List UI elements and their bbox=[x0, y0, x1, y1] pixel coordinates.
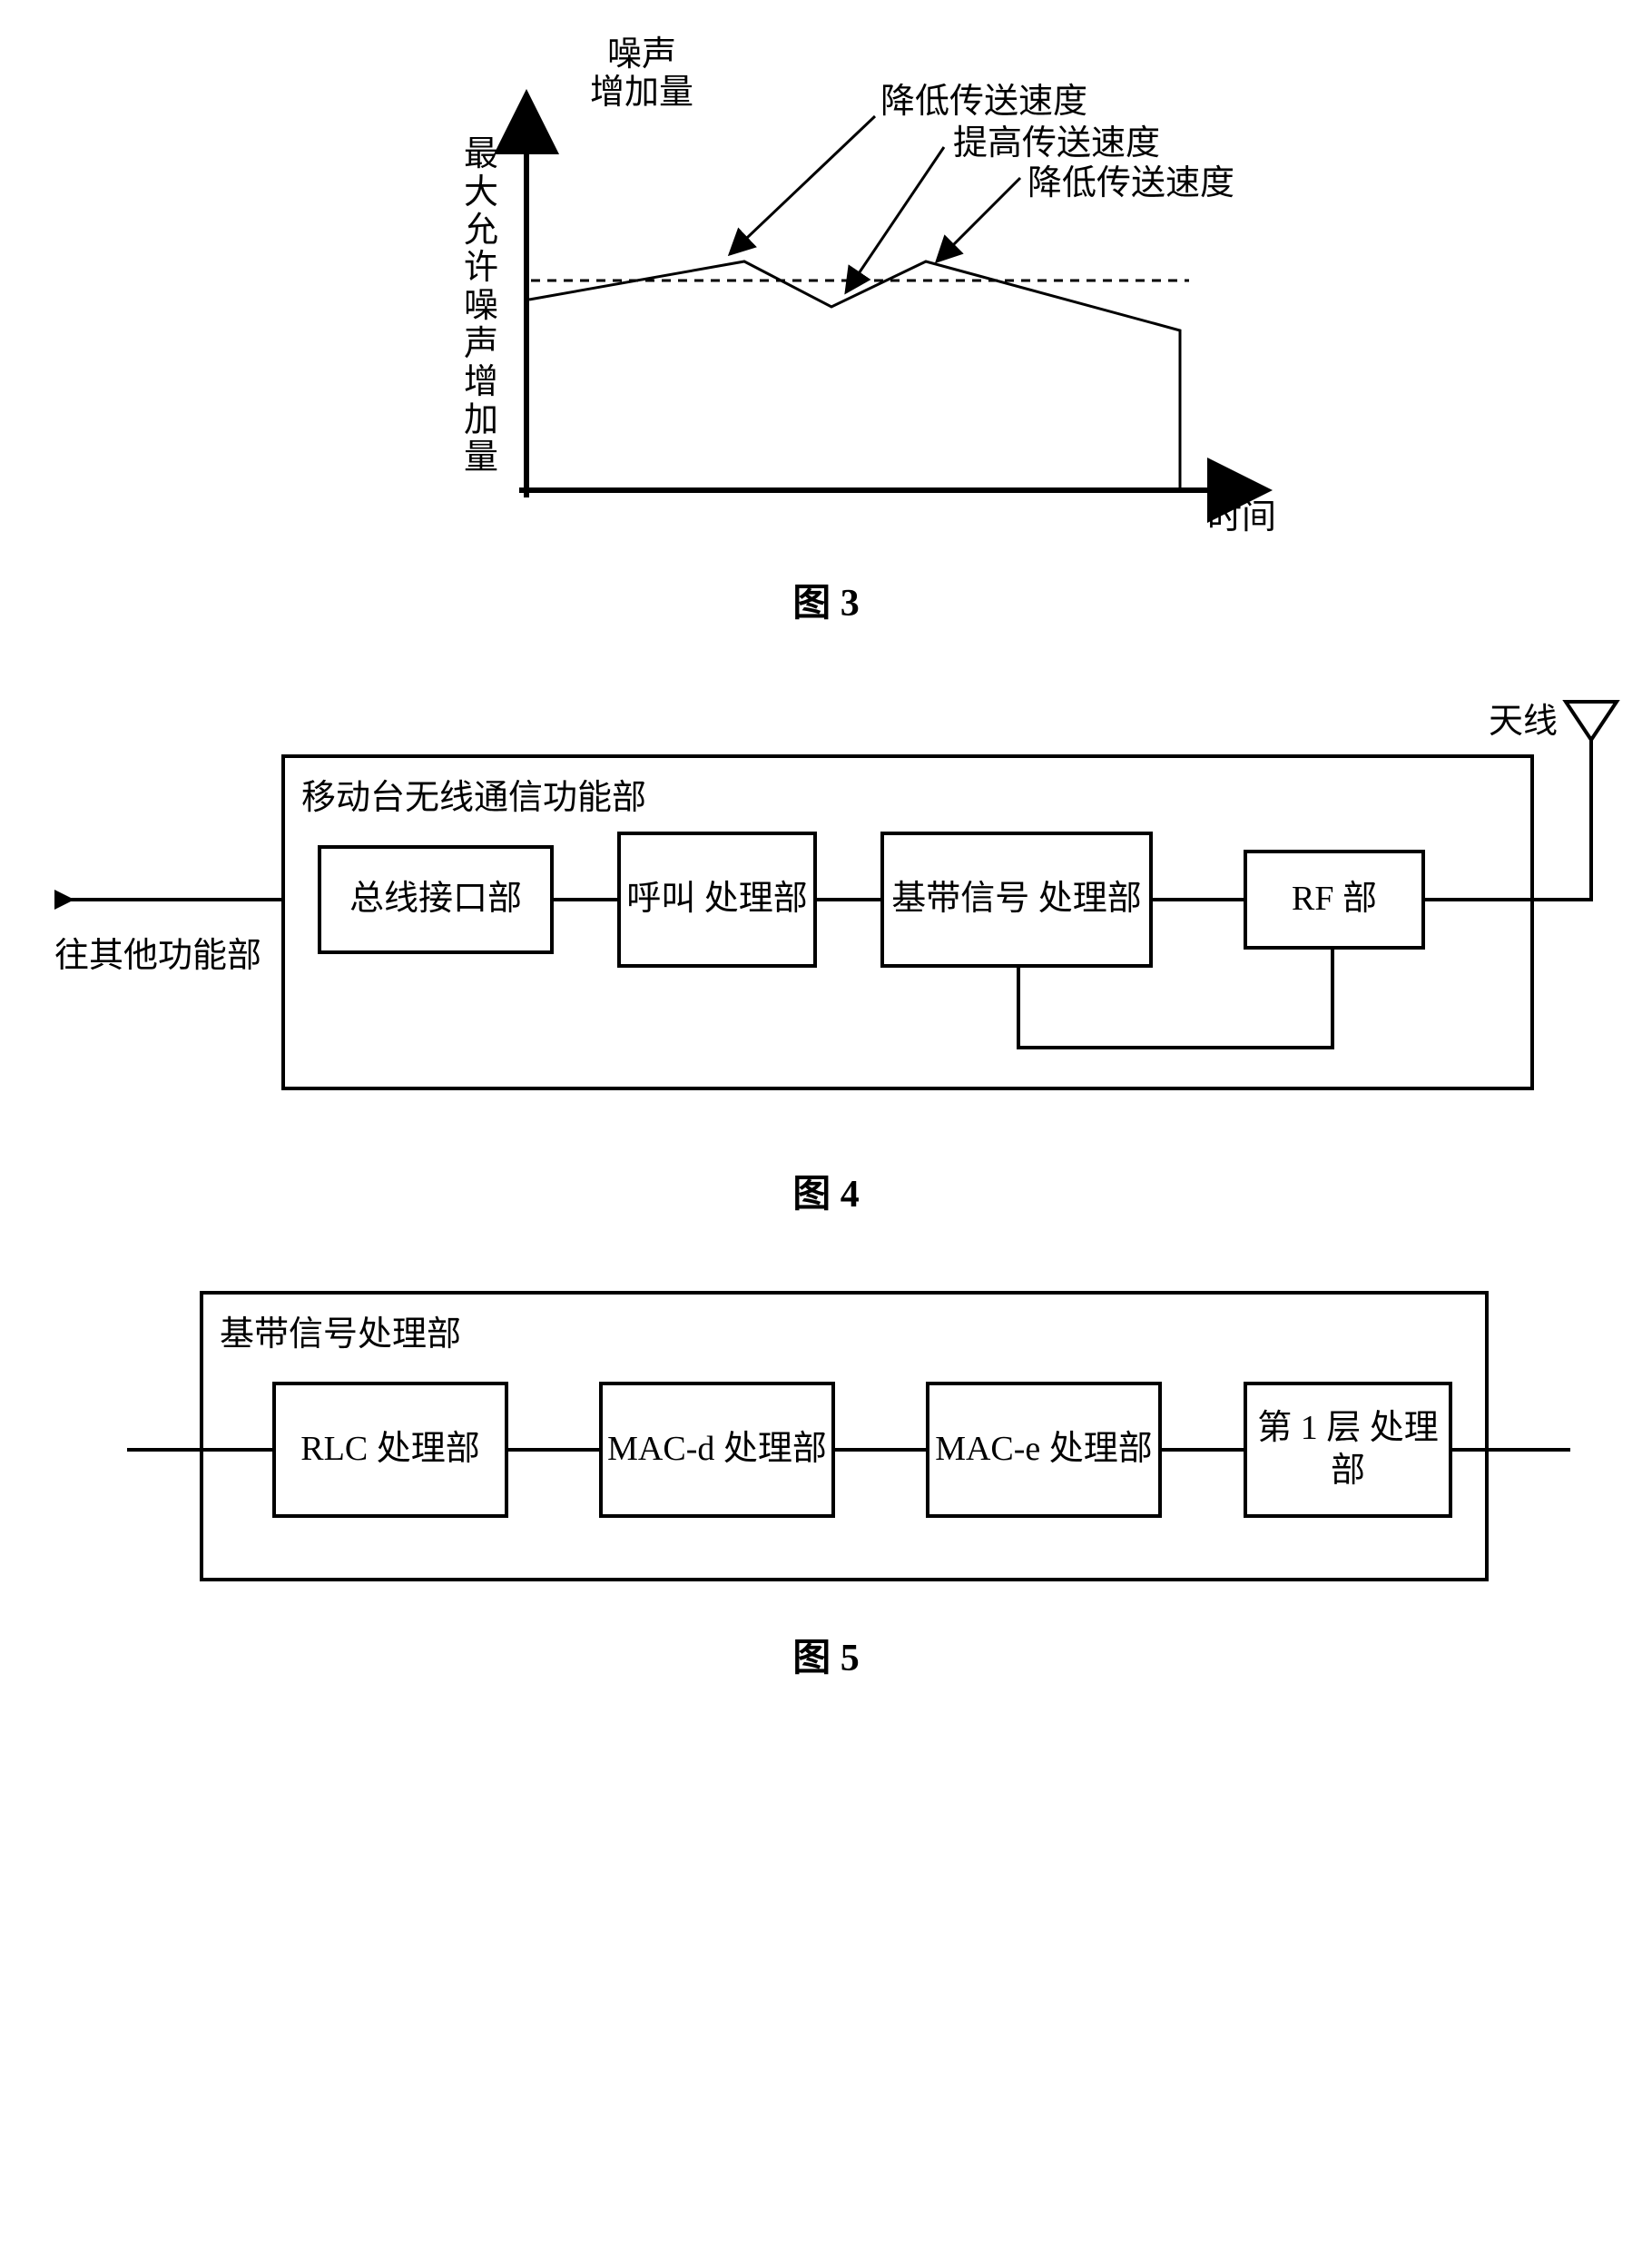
fig4-diagram: 往其他功能部 移动台无线通信功能部 总线接口部 呼叫 处理部 基带信号 处理部 … bbox=[54, 682, 1598, 1136]
block-layer1-label: 第 1 层 处理部 bbox=[1247, 1407, 1449, 1493]
left-arrow bbox=[54, 881, 290, 918]
left-label: 往其他功能部 bbox=[54, 927, 261, 977]
antenna-icon bbox=[1562, 698, 1620, 743]
wire-1-2 bbox=[554, 898, 617, 901]
wire-in bbox=[127, 1448, 272, 1452]
anno-arrow-2 bbox=[846, 147, 944, 292]
block-baseband-label: 基带信号 处理部 bbox=[891, 878, 1142, 921]
wire-4-out bbox=[1425, 898, 1593, 901]
wire-3-4 bbox=[1153, 898, 1244, 901]
block-layer1: 第 1 层 处理部 bbox=[1244, 1382, 1452, 1518]
anno-arrow-3 bbox=[937, 178, 1020, 261]
antenna-label: 天线 bbox=[1489, 693, 1558, 743]
block-rlc-label: RLC 处理部 bbox=[300, 1428, 479, 1472]
anno-arrow-1 bbox=[730, 116, 875, 254]
block-mace-label: MAC-e 处理部 bbox=[935, 1428, 1153, 1472]
block-macd-label: MAC-d 处理部 bbox=[607, 1428, 827, 1472]
wire-a bbox=[508, 1448, 599, 1452]
loop-h bbox=[1017, 1046, 1334, 1049]
block-baseband: 基带信号 处理部 bbox=[880, 832, 1153, 968]
block-rf-label: RF 部 bbox=[1292, 878, 1377, 921]
data-line bbox=[529, 261, 1180, 488]
block-rlc: RLC 处理部 bbox=[272, 1382, 508, 1518]
fig5-diagram: 基带信号处理部 RLC 处理部 MAC-d 处理部 MAC-e 处理部 第 1 … bbox=[54, 1273, 1598, 1600]
outer-title-5: 基带信号处理部 bbox=[220, 1305, 1485, 1355]
y-axis-title: 噪声 增加量 bbox=[590, 36, 693, 113]
wire-b bbox=[835, 1448, 926, 1452]
wire-c bbox=[1162, 1448, 1244, 1452]
block-call-label: 呼叫 处理部 bbox=[626, 878, 808, 921]
anno-1: 降低传送速度 bbox=[880, 84, 1087, 122]
block-bus-if: 总线接口部 bbox=[318, 845, 554, 954]
x-axis-label: 时间 bbox=[1207, 499, 1276, 537]
wire-out bbox=[1452, 1448, 1570, 1452]
figure-4: 往其他功能部 移动台无线通信功能部 总线接口部 呼叫 处理部 基带信号 处理部 … bbox=[54, 682, 1598, 1218]
block-mace: MAC-e 处理部 bbox=[926, 1382, 1162, 1518]
figure-3-caption: 图 3 bbox=[54, 572, 1598, 627]
anno-2: 提高传送速度 bbox=[953, 125, 1160, 163]
figure-5: 基带信号处理部 RLC 处理部 MAC-d 处理部 MAC-e 处理部 第 1 … bbox=[54, 1273, 1598, 1682]
outer-title: 移动台无线通信功能部 bbox=[301, 769, 1530, 819]
block-rf: RF 部 bbox=[1244, 850, 1425, 950]
block-call: 呼叫 处理部 bbox=[617, 832, 817, 968]
loop-v1 bbox=[1017, 968, 1020, 1049]
chart-area: 噪声 增加量 最 大 允 许 噪 声 增 加 量 时间 降低传送速度 提高传送速… bbox=[327, 36, 1325, 545]
anno-3: 降低传送速度 bbox=[1028, 165, 1234, 203]
block-macd: MAC-d 处理部 bbox=[599, 1382, 835, 1518]
figure-4-caption: 图 4 bbox=[54, 1163, 1598, 1218]
y-threshold-label: 最 大 允 许 噪 声 增 加 量 bbox=[463, 136, 499, 478]
wire-2-3 bbox=[817, 898, 880, 901]
block-bus-if-label: 总线接口部 bbox=[349, 878, 522, 921]
figure-5-caption: 图 5 bbox=[54, 1627, 1598, 1682]
antenna-pole bbox=[1589, 736, 1593, 901]
figure-3: 噪声 增加量 最 大 允 许 噪 声 增 加 量 时间 降低传送速度 提高传送速… bbox=[54, 36, 1598, 627]
loop-v2 bbox=[1331, 950, 1334, 1049]
